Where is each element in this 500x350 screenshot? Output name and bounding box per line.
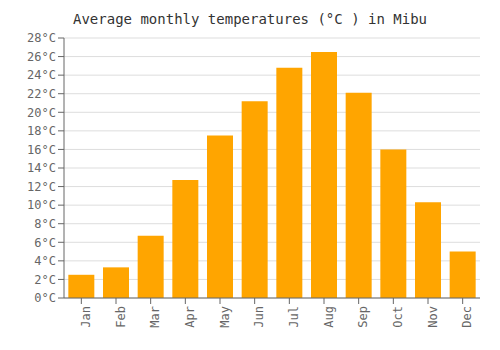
svg-text:May: May — [218, 306, 232, 328]
svg-text:24°C: 24°C — [27, 68, 56, 82]
svg-text:20°C: 20°C — [27, 106, 56, 120]
svg-text:10°C: 10°C — [27, 198, 56, 212]
svg-text:14°C: 14°C — [27, 161, 56, 175]
svg-text:8°C: 8°C — [34, 217, 56, 231]
svg-text:Mar: Mar — [148, 306, 162, 328]
svg-text:18°C: 18°C — [27, 124, 56, 138]
svg-text:Jul: Jul — [287, 306, 301, 328]
svg-text:Aug: Aug — [322, 306, 336, 328]
svg-text:22°C: 22°C — [27, 87, 56, 101]
svg-text:0°C: 0°C — [34, 291, 56, 305]
svg-text:4°C: 4°C — [34, 254, 56, 268]
svg-text:Sep: Sep — [356, 306, 370, 328]
svg-text:Apr: Apr — [183, 306, 197, 328]
svg-text:6°C: 6°C — [34, 236, 56, 250]
svg-text:16°C: 16°C — [27, 143, 56, 157]
svg-text:28°C: 28°C — [27, 31, 56, 45]
svg-text:Nov: Nov — [426, 306, 440, 328]
svg-text:Feb: Feb — [114, 306, 128, 328]
svg-text:Jun: Jun — [252, 306, 266, 328]
svg-text:2°C: 2°C — [34, 273, 56, 287]
svg-text:12°C: 12°C — [27, 180, 56, 194]
svg-text:Oct: Oct — [391, 306, 405, 328]
svg-text:Jan: Jan — [79, 306, 93, 328]
svg-text:26°C: 26°C — [27, 50, 56, 64]
html-text:Average monthly temperatures (: Average monthly temperatures (°C ) in Mi… — [73, 11, 427, 27]
svg-text:Dec: Dec — [460, 306, 474, 328]
